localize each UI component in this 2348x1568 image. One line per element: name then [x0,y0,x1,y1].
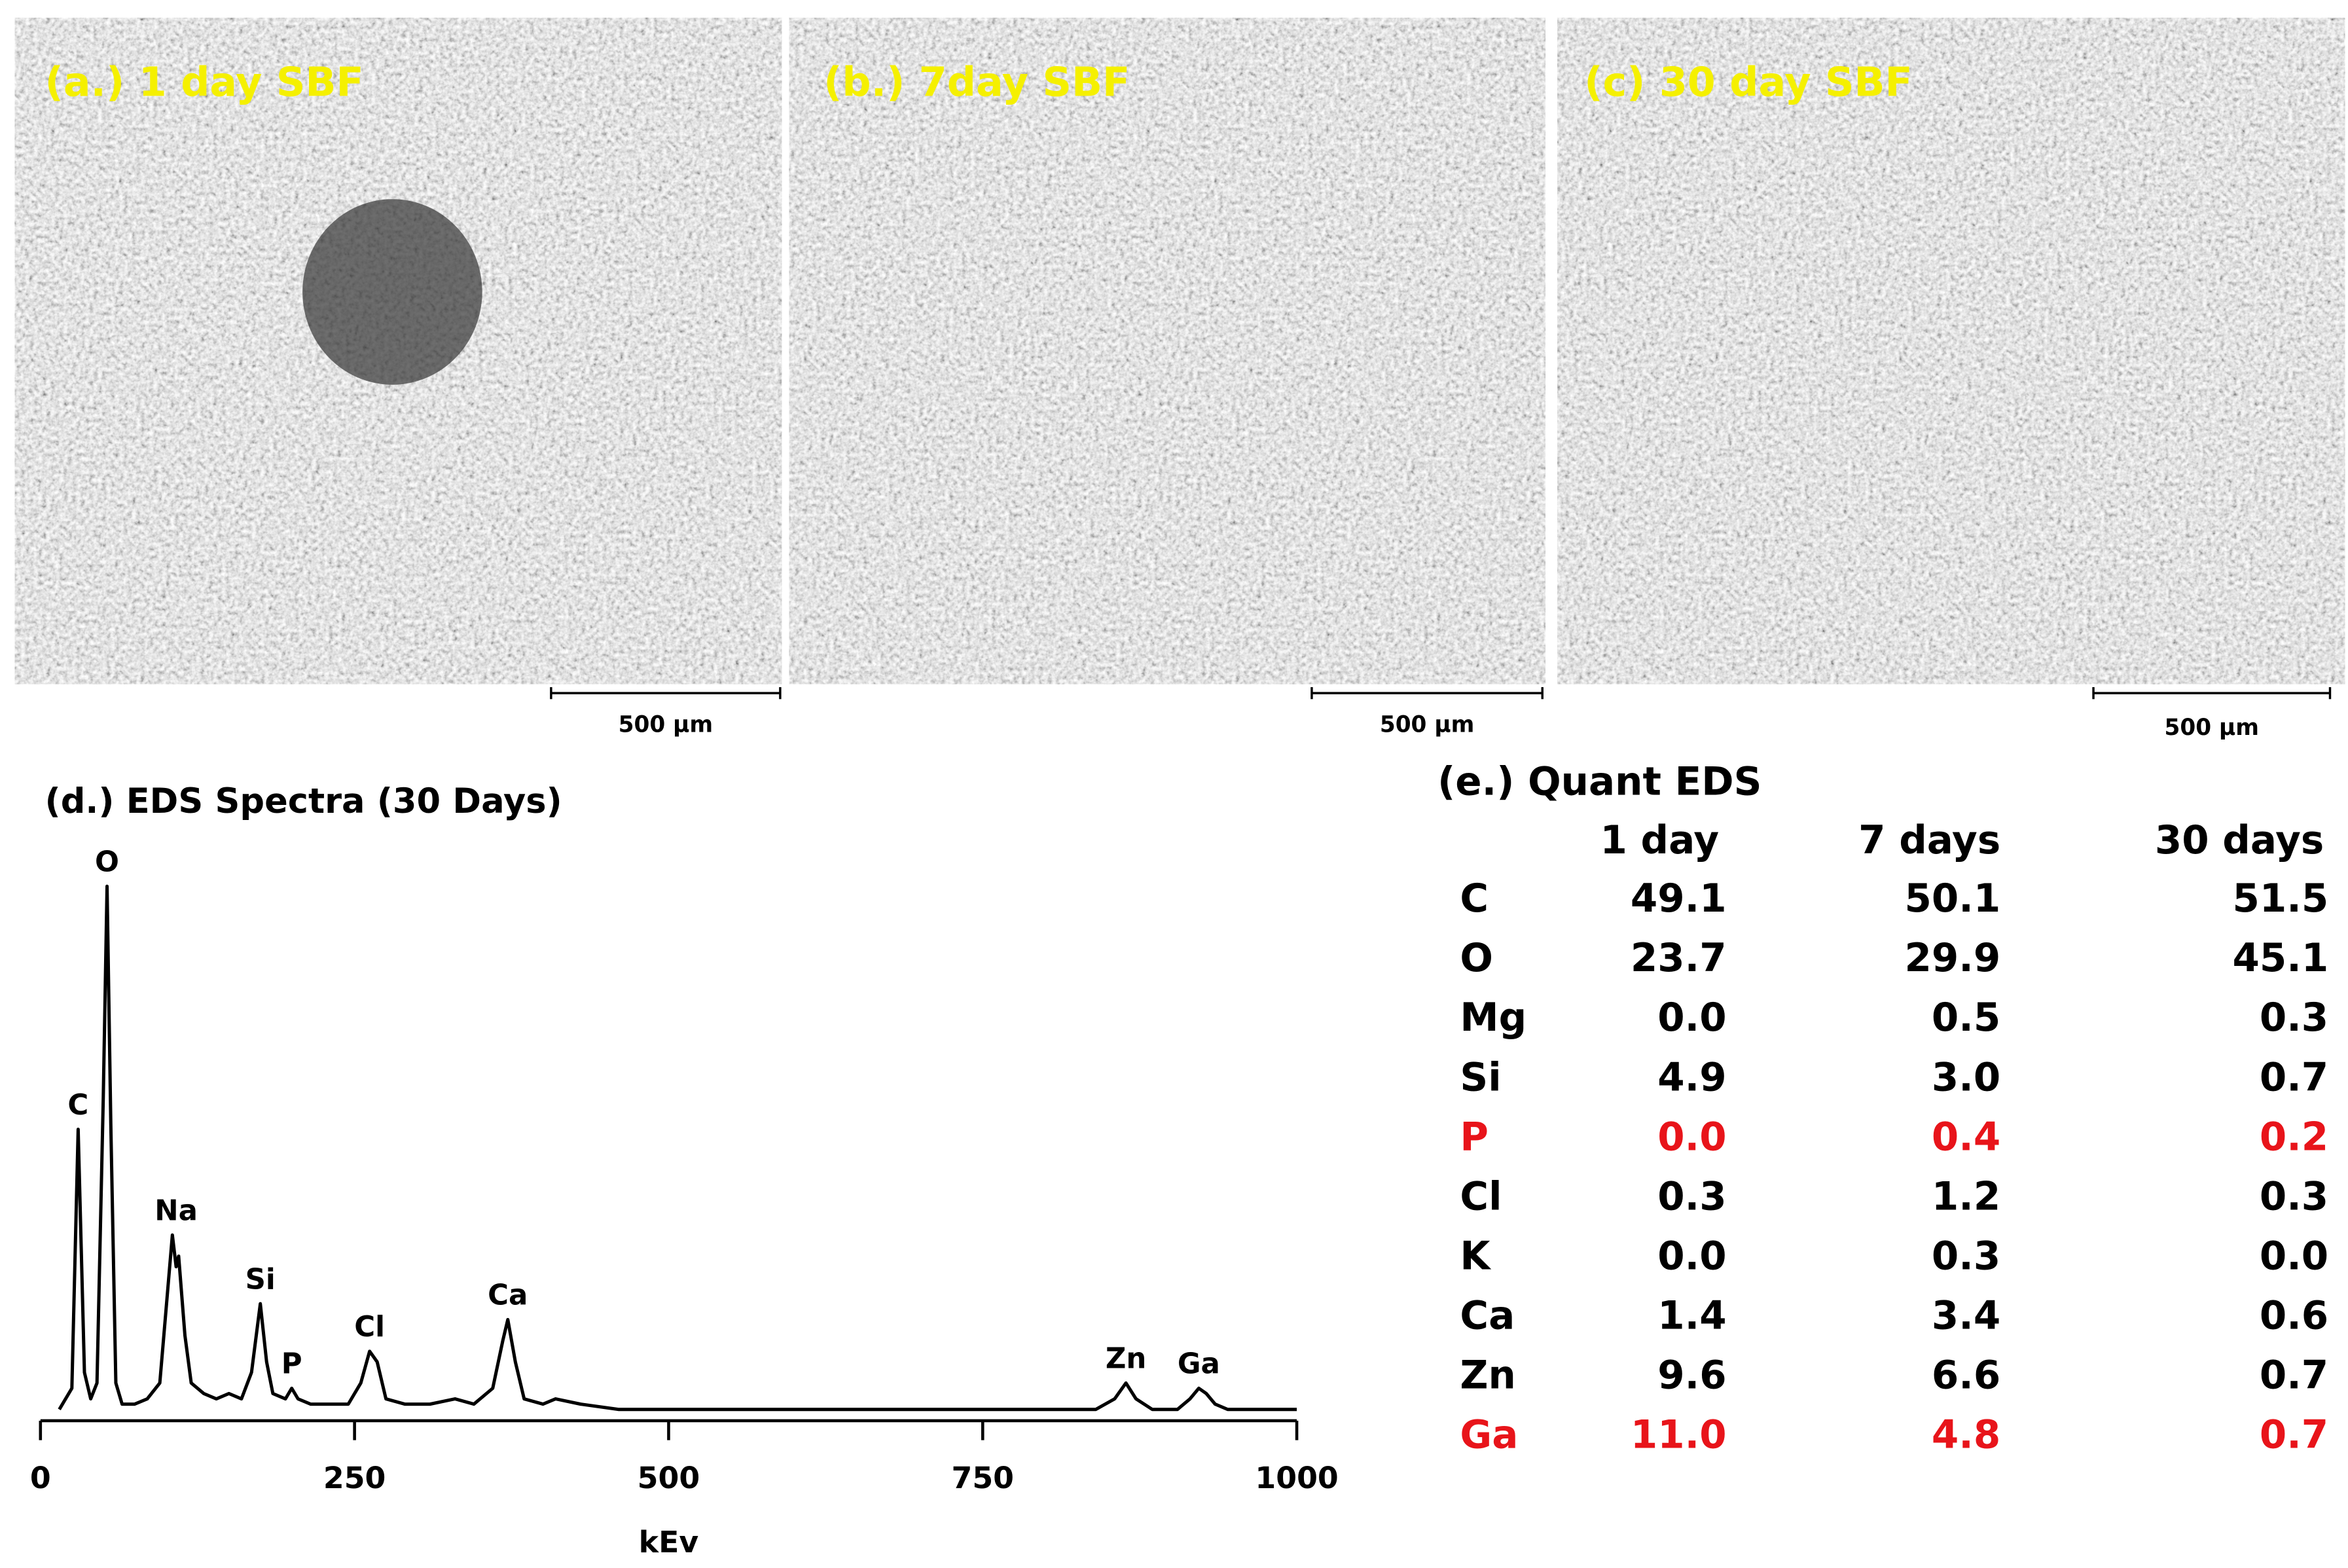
table-cell: 0.4 [1932,1114,2000,1160]
row-label: Mg [1460,995,1526,1041]
scale-bar-label: 500 μm [2165,715,2260,741]
peak-label: Ga [1178,1348,1220,1381]
column-header: 7 days [1858,818,2000,863]
row-label: Ga [1460,1413,1518,1458]
spectrum-line [58,884,1297,1412]
peak-label: P [281,1348,302,1381]
table-cell: 0.3 [2260,1174,2328,1219]
pore [302,199,482,385]
table-cell: 0.5 [1932,995,2000,1041]
table-cell: 0.3 [1657,1174,1726,1219]
sem-image [789,18,1545,685]
table-cell: 45.1 [2232,936,2328,981]
scale-bar-label: 500 μm [619,712,713,738]
peak-label: Na [154,1194,198,1227]
table-cell: 0.3 [2260,995,2328,1041]
table-cell: 0.2 [2260,1114,2328,1160]
table-cell: 50.1 [1905,876,2001,921]
row-label: Cl [1460,1174,1502,1219]
column-header: 30 days [2155,818,2324,863]
chart-title: (d.) EDS Spectra (30 Days) [45,781,562,821]
panel-label: (a.) 1 day SBF [45,58,364,105]
table-cell: 0.0 [1657,995,1726,1041]
row-label: O [1460,936,1493,981]
peak-label: Si [245,1263,276,1296]
table-cell: 0.6 [2260,1293,2328,1338]
table-cell: 0.7 [2260,1055,2328,1100]
table-cell: 49.1 [1631,876,1727,921]
table-cell: 29.9 [1905,936,2001,981]
table-cell: 0.0 [1657,1234,1726,1279]
peak-label: C [67,1089,88,1122]
sem-images [14,18,2345,685]
column-header: 1 day [1600,818,1719,863]
table-cell: 23.7 [1631,936,1727,981]
table-cell: 0.3 [1932,1234,2000,1279]
peak-label: Cl [354,1311,385,1344]
table-cell: 0.0 [1657,1114,1726,1160]
table-cell: 1.4 [1657,1293,1726,1338]
table-cell: 3.4 [1932,1293,2000,1338]
panel-label: (c) 30 day SBF [1584,58,1912,105]
table-cell: 11.0 [1631,1413,1727,1458]
x-tick-label: 250 [323,1461,386,1495]
row-label: Ca [1460,1293,1515,1338]
table-cell: 51.5 [2232,876,2328,921]
x-axis-label: kEv [639,1525,699,1559]
table-cell: 6.6 [1932,1353,2000,1398]
sem-image [1557,18,2345,685]
row-label: Si [1460,1055,1501,1100]
table-cell: 3.0 [1932,1055,2000,1100]
x-tick-label: 0 [30,1461,51,1495]
table-cell: 4.8 [1932,1413,2000,1458]
row-label: K [1460,1234,1491,1279]
table-cell: 9.6 [1657,1353,1726,1398]
table-cell: 0.0 [2260,1234,2328,1279]
row-label: C [1460,876,1489,921]
scale-bar-label: 500 μm [1380,712,1475,738]
peak-label: Ca [488,1279,528,1312]
peak-label: O [95,846,119,878]
table-cell: 1.2 [1932,1174,2000,1219]
x-tick-label: 500 [638,1461,700,1495]
table-cell: 0.7 [2260,1353,2328,1398]
table-title: (e.) Quant EDS [1437,760,1761,805]
row-label: P [1460,1114,1489,1160]
table-cell: 0.7 [2260,1413,2328,1458]
row-label: Zn [1460,1353,1515,1398]
panel-label: (b.) 7day SBF [823,58,1130,105]
peak-label: Zn [1106,1342,1146,1375]
table-cell: 4.9 [1657,1055,1726,1100]
x-tick-label: 1000 [1255,1461,1338,1495]
x-tick-label: 750 [952,1461,1015,1495]
